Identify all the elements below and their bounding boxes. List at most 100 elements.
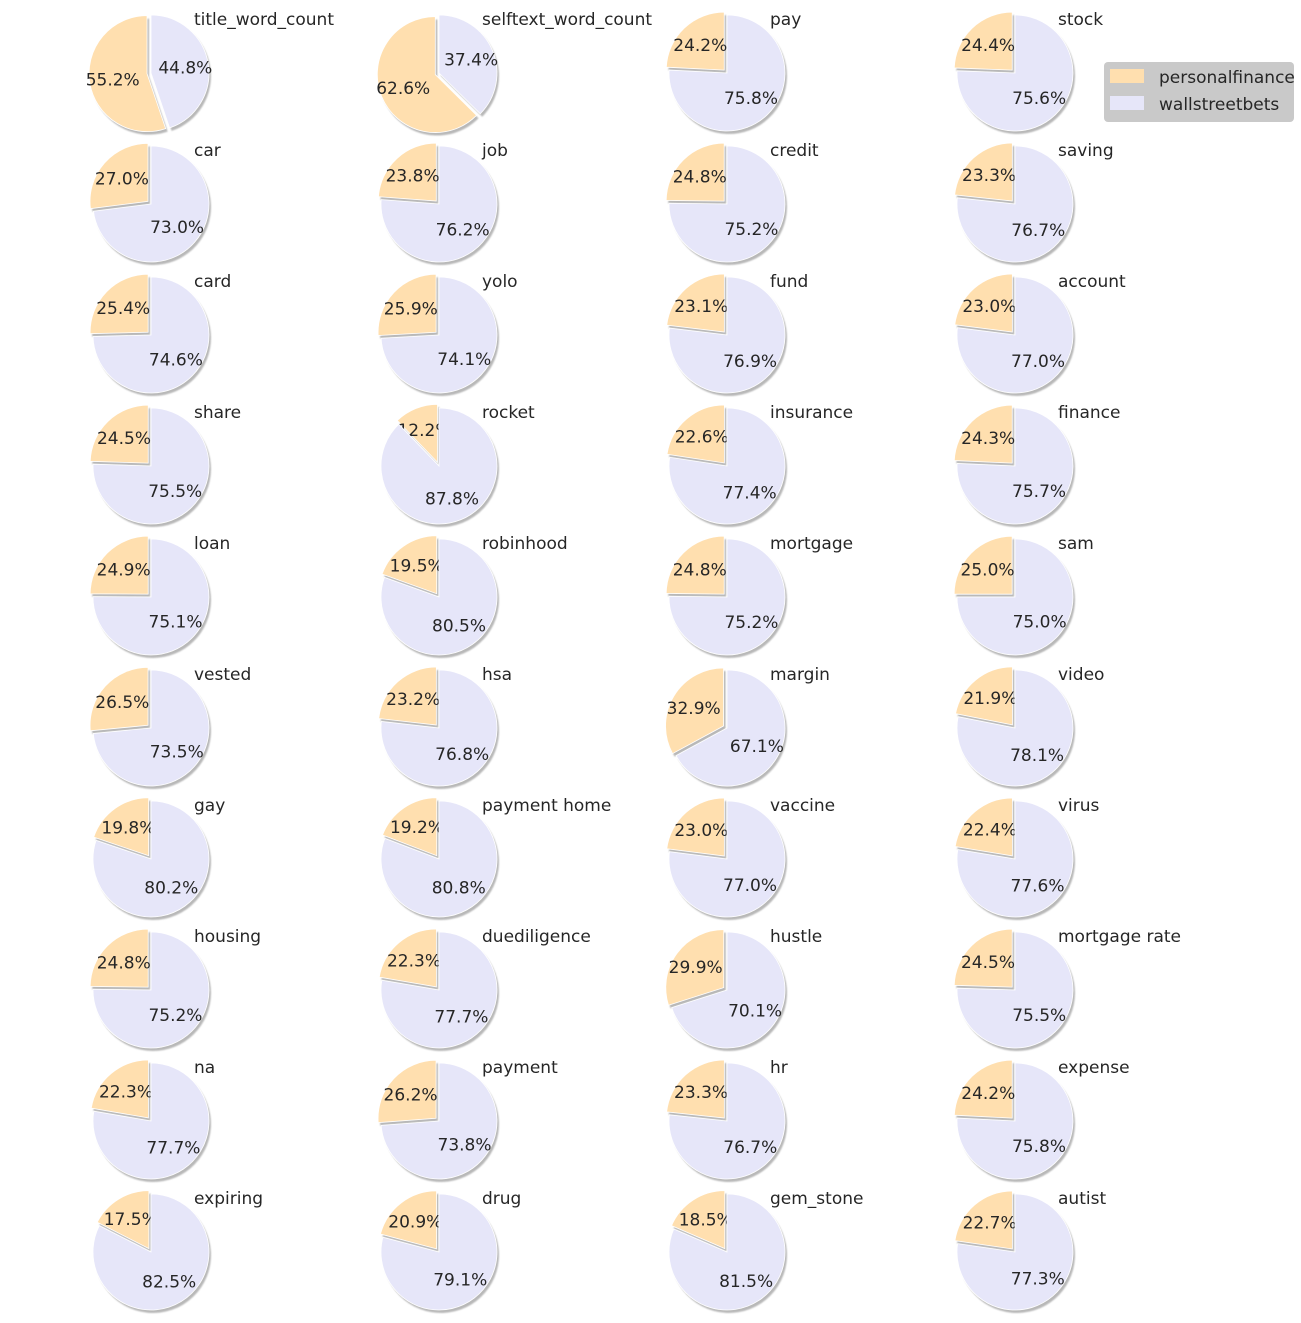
pie-slice-label: 24.8%: [673, 167, 727, 187]
pie-slice-label: 23.3%: [674, 1083, 728, 1103]
pie-slice-wallstreetbets: [380, 276, 498, 394]
pie-slice-personalfinance: [953, 535, 1013, 595]
pie-slice-personalfinance: [396, 403, 438, 464]
pie-slice-label: 19.8%: [101, 818, 155, 838]
pie-slice-personalfinance: [671, 1190, 726, 1250]
pie-slice-personalfinance: [666, 273, 725, 333]
pie-slice-personalfinance: [89, 928, 149, 988]
pie-job: 23.8% 76.2% job: [378, 141, 508, 265]
pie-insurance: 22.6% 77.4% insurance: [666, 403, 853, 527]
pie-title: duediligence: [482, 927, 591, 947]
pie-slice-wallstreetbets: [675, 669, 786, 787]
pie-slice-personalfinance: [953, 928, 1013, 988]
pie-yolo: 25.9% 74.1% yolo: [377, 272, 518, 396]
pie-slice-wallstreetbets: [438, 14, 498, 115]
pie-slice-label: 17.5%: [104, 1210, 158, 1230]
pie-slice-label: 82.5%: [142, 1273, 196, 1293]
pie-title: fund: [770, 272, 808, 292]
pie-slice-label: 81.5%: [719, 1272, 773, 1292]
pie-expiring: 17.5% 82.5% expiring: [92, 1189, 263, 1314]
pie-vaccine: 23.0% 77.0% vaccine: [666, 796, 835, 920]
pie-slice-wallstreetbets: [92, 276, 210, 394]
pie-hr: 23.3% 76.7% hr: [666, 1058, 788, 1183]
pie-slice-wallstreetbets: [150, 14, 210, 129]
pie-slice-label: 75.8%: [1012, 1137, 1066, 1157]
pie-slice-personalfinance: [665, 535, 725, 595]
legend-swatch-personalfinance: [1110, 69, 1144, 83]
pie-slice-label: 75.8%: [724, 89, 778, 109]
pie-slice-wallstreetbets: [668, 538, 786, 656]
pie-slice-personalfinance: [665, 11, 725, 71]
pie-slice-wallstreetbets: [380, 931, 498, 1049]
pie-slice-label: 23.2%: [386, 690, 440, 710]
pie-title: gay: [194, 796, 225, 816]
pie-slice-label: 67.1%: [730, 737, 784, 757]
pie-slice-label: 77.0%: [1011, 352, 1065, 372]
pie-payment: 26.2% 73.8% payment: [377, 1058, 558, 1182]
pie-slice-personalfinance: [89, 273, 149, 335]
pie-slice-personalfinance: [381, 535, 438, 595]
pie-slice-label: 74.6%: [149, 350, 203, 370]
pie-margin: 32.9% 67.1% margin: [665, 665, 830, 789]
pie-slice-personalfinance: [954, 273, 1013, 333]
pie-slice-wallstreetbets: [956, 407, 1074, 525]
pie-mortgage: 24.8% 75.2% mortgage: [665, 534, 853, 659]
pie-slice-label: 19.2%: [390, 818, 444, 838]
pie-slice-wallstreetbets: [92, 800, 210, 918]
pie-title: gem_stone: [770, 1189, 863, 1209]
pie-slice-wallstreetbets: [380, 669, 498, 787]
pie-slice-label: 22.4%: [963, 820, 1017, 840]
pie-slice-label: 78.1%: [1010, 746, 1064, 766]
pie-title: yolo: [482, 272, 518, 292]
pie-slice-label: 22.6%: [675, 428, 729, 448]
pie-slice-personalfinance: [378, 928, 437, 988]
pie-slice-label: 73.8%: [438, 1136, 492, 1156]
pie-slice-personalfinance: [376, 16, 478, 133]
pie-slice-wallstreetbets: [956, 931, 1074, 1049]
pie-slice-label: 75.0%: [1013, 613, 1067, 633]
pie-slice-label: 26.5%: [95, 693, 149, 713]
pie-payment-home: 19.2% 80.8% payment home: [380, 796, 611, 921]
pie-slice-wallstreetbets: [668, 14, 786, 132]
pie-slice-personalfinance: [89, 142, 149, 210]
legend-label-wallstreetbets: wallstreetbets: [1159, 95, 1279, 115]
pie-title: account: [1058, 272, 1126, 292]
pie-slice-label: 24.4%: [961, 36, 1015, 56]
pie-slice-personalfinance: [377, 1059, 437, 1124]
legend-swatch-wallstreetbets: [1110, 96, 1144, 110]
pie-slice-label: 44.8%: [158, 58, 212, 78]
pie-slice-personalfinance: [955, 666, 1013, 726]
pie-slice-personalfinance: [665, 142, 725, 202]
pie-slice-label: 21.9%: [963, 689, 1017, 709]
pie-slice-personalfinance: [954, 797, 1013, 857]
pie-title: virus: [1058, 796, 1100, 816]
pie-slice-wallstreetbets: [668, 1062, 786, 1180]
pie-title: video: [1058, 665, 1104, 685]
pie-title: drug: [482, 1189, 521, 1209]
pie-slice-label: 76.2%: [436, 221, 490, 241]
legend-background: [1104, 62, 1294, 122]
pie-slice-wallstreetbets: [380, 538, 498, 656]
pie-title: mortgage rate: [1058, 927, 1181, 947]
pie-finance: 24.3% 75.7% finance: [953, 403, 1120, 528]
pie-slice-personalfinance: [89, 666, 149, 732]
pie-car: 27.0% 73.0% car: [89, 141, 221, 265]
pie-slice-wallstreetbets: [956, 538, 1074, 656]
pie-title: mortgage: [770, 534, 853, 554]
pie-title: hsa: [482, 665, 512, 685]
pie-slice-wallstreetbets: [380, 800, 498, 918]
pie-title: pay: [770, 10, 801, 30]
pie-title: na: [194, 1058, 215, 1078]
pie-slice-personalfinance: [89, 535, 149, 595]
pie-slice-label: 87.8%: [425, 489, 479, 509]
pie-slice-wallstreetbets: [92, 931, 210, 1049]
pie-title: car: [194, 141, 221, 161]
pie-vested: 26.5% 73.5% vested: [89, 665, 251, 789]
pie-virus: 22.4% 77.6% virus: [954, 796, 1100, 920]
pie-slice-label: 24.2%: [961, 1084, 1015, 1104]
pie-slice-label: 77.4%: [723, 483, 777, 503]
pie-mortgage-rate: 24.5% 75.5% mortgage rate: [953, 927, 1181, 1051]
pie-title: sam: [1058, 534, 1094, 554]
pie-slice-wallstreetbets: [668, 276, 786, 394]
pie-slice-label: 24.2%: [673, 36, 727, 56]
